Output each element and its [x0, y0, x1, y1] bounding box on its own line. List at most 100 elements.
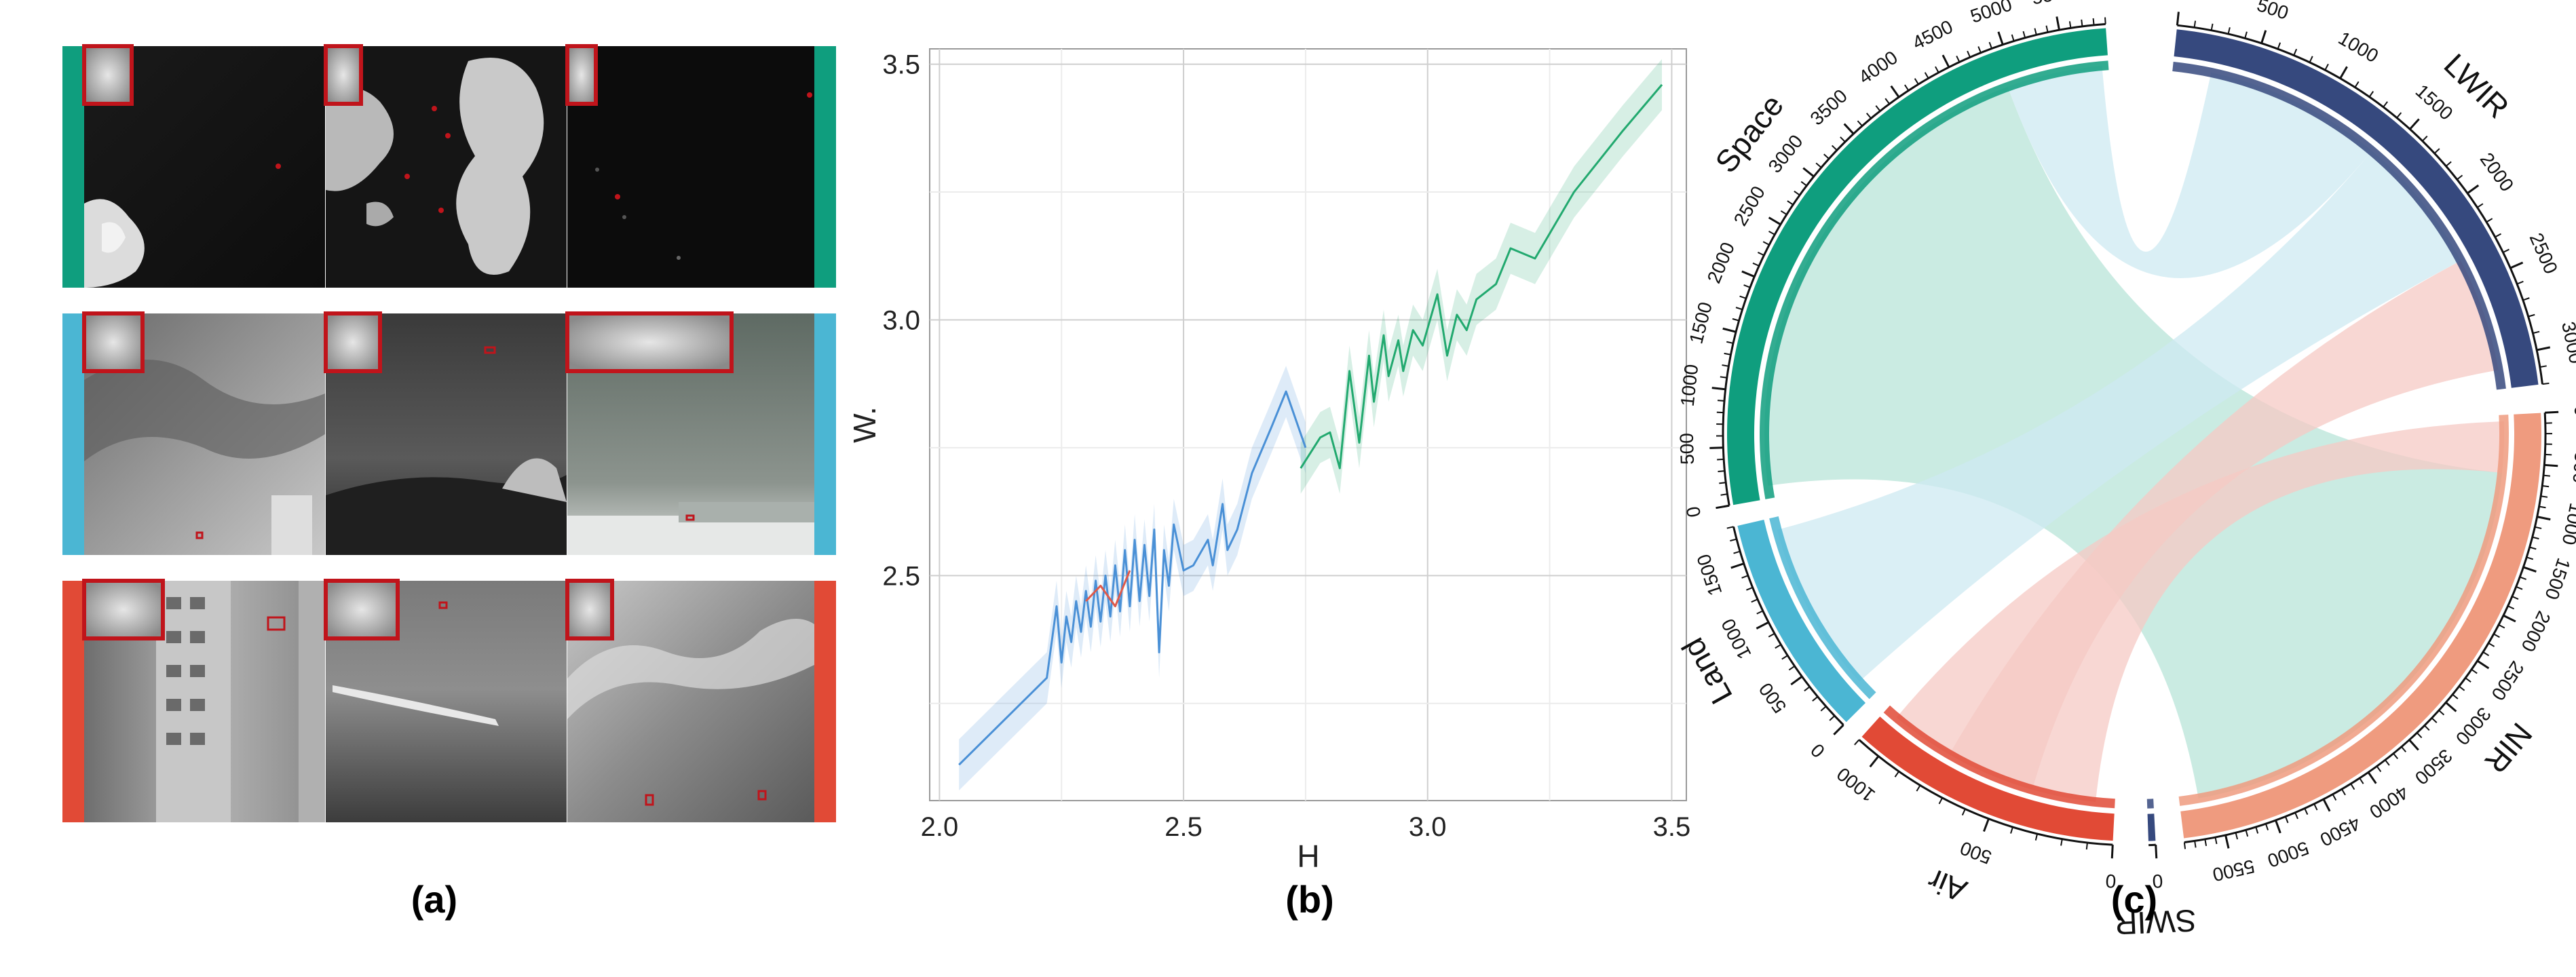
tick-axis: [2184, 413, 2547, 843]
series-lines: [958, 83, 1663, 766]
node-label-air: Air: [1923, 862, 1972, 909]
tick-label: 2000: [1703, 239, 1739, 286]
tick-minor: [2204, 839, 2208, 846]
tick-axis: [1722, 22, 2106, 506]
tick-minor: [2034, 28, 2037, 35]
tick-minor: [2010, 826, 2013, 834]
tick-label: 1500: [2541, 556, 2574, 602]
tick-minor: [2535, 526, 2542, 529]
tick-minor: [1916, 784, 1921, 792]
tick-minor: [2332, 794, 2337, 801]
arc-inner-swir: [2146, 799, 2154, 809]
tick-minor: [2045, 25, 2049, 33]
tick-minor: [1733, 550, 1741, 554]
panel-c-chord-diagram: 0500100015002000250030000500100015002000…: [1675, 0, 2576, 942]
arc-inner-lwir: [2172, 62, 2506, 390]
tick-label: 0: [2152, 870, 2163, 892]
y-tick-label: 3.5: [882, 50, 920, 80]
tick-label: 500: [2569, 451, 2576, 484]
x-tick-label: 3.5: [1653, 812, 1691, 842]
tick-minor: [1854, 739, 1860, 746]
tick-major: [1890, 85, 1900, 98]
tick-minor: [1720, 493, 1728, 496]
tick-minor: [2068, 21, 2072, 28]
tick-major: [2176, 12, 2180, 26]
tick-minor: [1967, 50, 1971, 58]
node-label-swir: SWIR: [2114, 903, 2197, 942]
tick-minor: [1739, 295, 1747, 299]
tick-major: [2445, 702, 2457, 712]
panel-a-image-grid: [62, 44, 836, 822]
tick-label: 500: [1755, 679, 1791, 717]
tick-minor: [1977, 46, 1982, 54]
tick-label: 4500: [1909, 16, 1956, 54]
inset-space-2: [324, 44, 363, 106]
tick-major: [1997, 31, 2004, 45]
tick-minor: [2368, 91, 2374, 98]
tick-minor: [1988, 41, 1992, 49]
inset-land-1: [82, 311, 145, 373]
tick-minor: [1781, 655, 1788, 660]
arc-air: [1861, 716, 2115, 841]
x-tick-label: 2.5: [1164, 812, 1202, 842]
tick-minor: [2519, 576, 2527, 580]
series-line: [1085, 570, 1131, 608]
tick-major: [2522, 566, 2537, 573]
tick-minor: [1726, 526, 1734, 529]
tick-minor: [1718, 470, 1725, 472]
chord-ribbons: [1764, 66, 2504, 803]
tick-minor: [1840, 136, 1846, 142]
tick-label: 0: [1682, 505, 1705, 519]
row-space-bar-right: [814, 46, 836, 288]
tick-major: [1942, 54, 1950, 68]
tick-minor: [2503, 248, 2509, 253]
row-air-bar-left: [62, 581, 84, 822]
tick-major: [1730, 562, 1745, 569]
tick-minor: [2495, 233, 2502, 238]
tick-label: 2500: [1730, 183, 1769, 229]
arc-swir: [2147, 813, 2156, 841]
tick-minor: [1746, 586, 1754, 591]
tick-major: [1869, 755, 1880, 768]
inset-land-2: [324, 311, 382, 373]
tick-major: [2275, 820, 2281, 834]
row-land-bar-left: [62, 313, 84, 555]
tick-label: 3000: [2558, 320, 2576, 365]
x-axis-label: H: [1297, 839, 1319, 874]
arc-inner-air: [1883, 705, 2115, 809]
tick-minor: [2265, 823, 2269, 830]
tick-minor: [1787, 200, 1794, 206]
tick-major: [1983, 818, 1990, 832]
tick-minor: [2516, 586, 2523, 590]
tick-minor: [2304, 808, 2309, 815]
tick-major: [2056, 16, 2060, 31]
tick-label: 2500: [2487, 657, 2528, 704]
tick-label: 500: [1676, 433, 1699, 465]
tick-minor: [2507, 605, 2515, 610]
tick-minor: [1762, 241, 1770, 246]
tick-minor: [2433, 148, 2440, 154]
chord-ribbon: [1949, 261, 2499, 790]
tick-minor: [1961, 809, 1966, 816]
tick-minor: [1875, 105, 1881, 112]
tick-minor: [1956, 55, 1961, 62]
tick-minor: [2476, 203, 2484, 208]
tick-minor: [1894, 771, 1900, 778]
arc-inner-land: [1769, 516, 1876, 700]
tick-minor: [1815, 162, 1822, 168]
inset-space-3: [565, 44, 598, 106]
row-air-bar-right: [814, 581, 836, 822]
tick-minor: [1726, 341, 1734, 344]
tick-major: [1716, 504, 1730, 510]
tick-minor: [2060, 839, 2063, 846]
tick-major: [2467, 184, 2480, 195]
tick-major: [2408, 739, 2419, 751]
tick-minor: [1831, 145, 1838, 151]
caption-b: (b): [1285, 878, 1334, 921]
tick-minor: [2528, 313, 2535, 318]
tick-minor: [2465, 677, 2471, 683]
tick-label: 0: [2571, 405, 2576, 417]
arc-lwir: [2174, 29, 2539, 388]
tick-minor: [2385, 759, 2390, 766]
tick-minor: [1820, 706, 1827, 712]
